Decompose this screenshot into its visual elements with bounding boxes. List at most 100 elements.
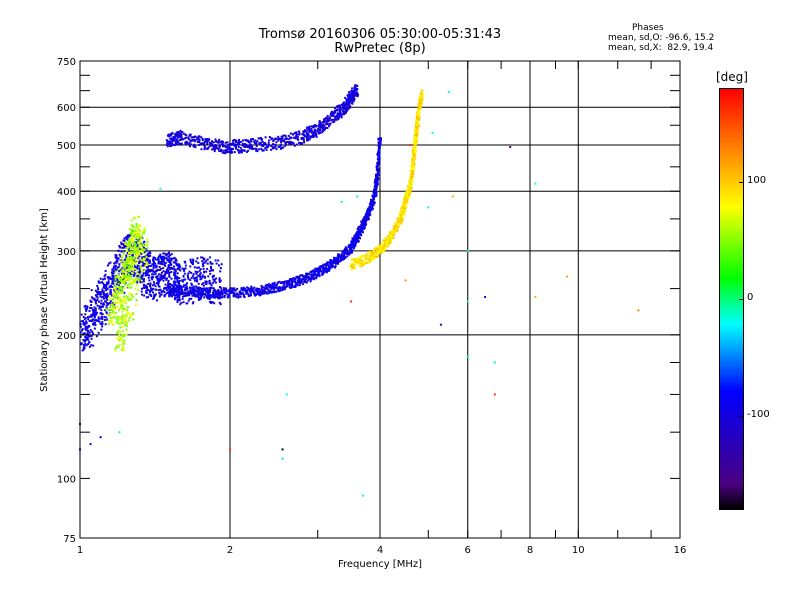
trace-point [333,259,336,262]
trace-point [353,86,356,89]
trace-point [117,329,120,332]
trace-point [119,260,122,263]
trace-point [146,244,149,247]
trace-point [206,258,209,261]
trace-point [107,280,110,283]
trace-point [261,138,264,141]
trace-point [116,296,119,299]
trace-point [132,260,135,263]
trace-point [270,145,273,148]
trace-point [412,166,415,169]
trace-point [315,275,318,278]
trace-point [331,262,334,265]
trace-point [175,132,178,135]
trace-point [137,274,140,277]
trace-point [295,135,298,138]
trace-point [125,325,128,328]
trace-point [361,254,364,257]
trace-point [387,244,390,247]
trace-point [208,138,211,141]
trace-point [168,276,171,279]
trace-point [321,123,324,126]
trace-point [189,258,192,261]
trace-point [119,301,122,304]
trace-point [271,143,274,146]
trace-point [245,145,248,148]
trace-point [302,131,305,134]
trace-point [410,182,413,185]
trace-point [136,231,139,234]
trace-point [259,136,262,139]
trace-point [329,263,332,266]
trace-point [191,294,194,297]
trace-point [175,290,178,293]
trace-point [136,267,139,270]
phases-legend: Phases mean, sd,O: -96.6, 15.2 mean, sd,… [608,23,798,53]
trace-point [416,127,419,130]
trace-point [84,317,87,320]
trace-point [215,140,218,143]
trace-point [140,237,143,240]
trace-point [251,287,254,290]
trace-point [351,243,354,246]
trace-point [146,269,149,272]
trace-point [163,277,166,280]
trace-point [163,294,166,297]
trace-point [176,272,179,275]
trace-point [377,146,380,149]
trace-point [258,148,261,151]
trace-point [242,295,245,298]
trace-point [125,254,128,257]
trace-point [167,269,170,272]
trace-point [141,231,144,234]
trace-point [232,141,235,144]
trace-point [419,104,422,107]
trace-point [92,344,95,347]
trace-point [130,223,133,226]
trace-point [284,285,287,288]
trace-point [90,319,93,322]
trace-point [125,245,128,248]
trace-point [125,314,128,317]
trace-point [209,261,212,264]
trace-point [100,296,103,299]
trace-point [129,286,132,289]
trace-point [214,143,217,146]
trace-point [240,292,243,295]
trace-point [132,256,135,259]
trace-point [240,150,243,153]
trace-point [165,257,168,260]
trace-point [106,312,109,315]
trace-point [212,147,215,150]
trace-point [129,242,132,245]
trace-point [142,264,145,267]
trace-point [187,142,190,145]
trace-point [172,293,175,296]
trace-point [127,267,130,270]
trace-point [366,214,369,217]
trace-point [415,133,418,136]
trace-point [159,293,162,296]
trace-point [152,261,155,264]
trace-point [199,272,202,275]
trace-point [296,281,299,284]
trace-point [184,278,187,281]
trace-point [377,147,380,150]
trace-point [180,132,183,135]
trace-point [270,148,273,151]
trace-point [130,234,133,237]
trace-point [87,330,90,333]
trace-point [412,175,415,178]
trace-point [203,142,206,145]
trace-point [345,252,348,255]
x-tick-label: 10 [572,545,585,556]
trace-point [214,290,217,293]
trace-point [321,273,324,276]
trace-point [111,272,114,275]
trace-point [393,231,396,234]
trace-point [160,271,163,274]
trace-point [165,254,168,257]
trace-point [279,145,282,148]
trace-point [290,283,293,286]
trace-point [117,249,120,252]
